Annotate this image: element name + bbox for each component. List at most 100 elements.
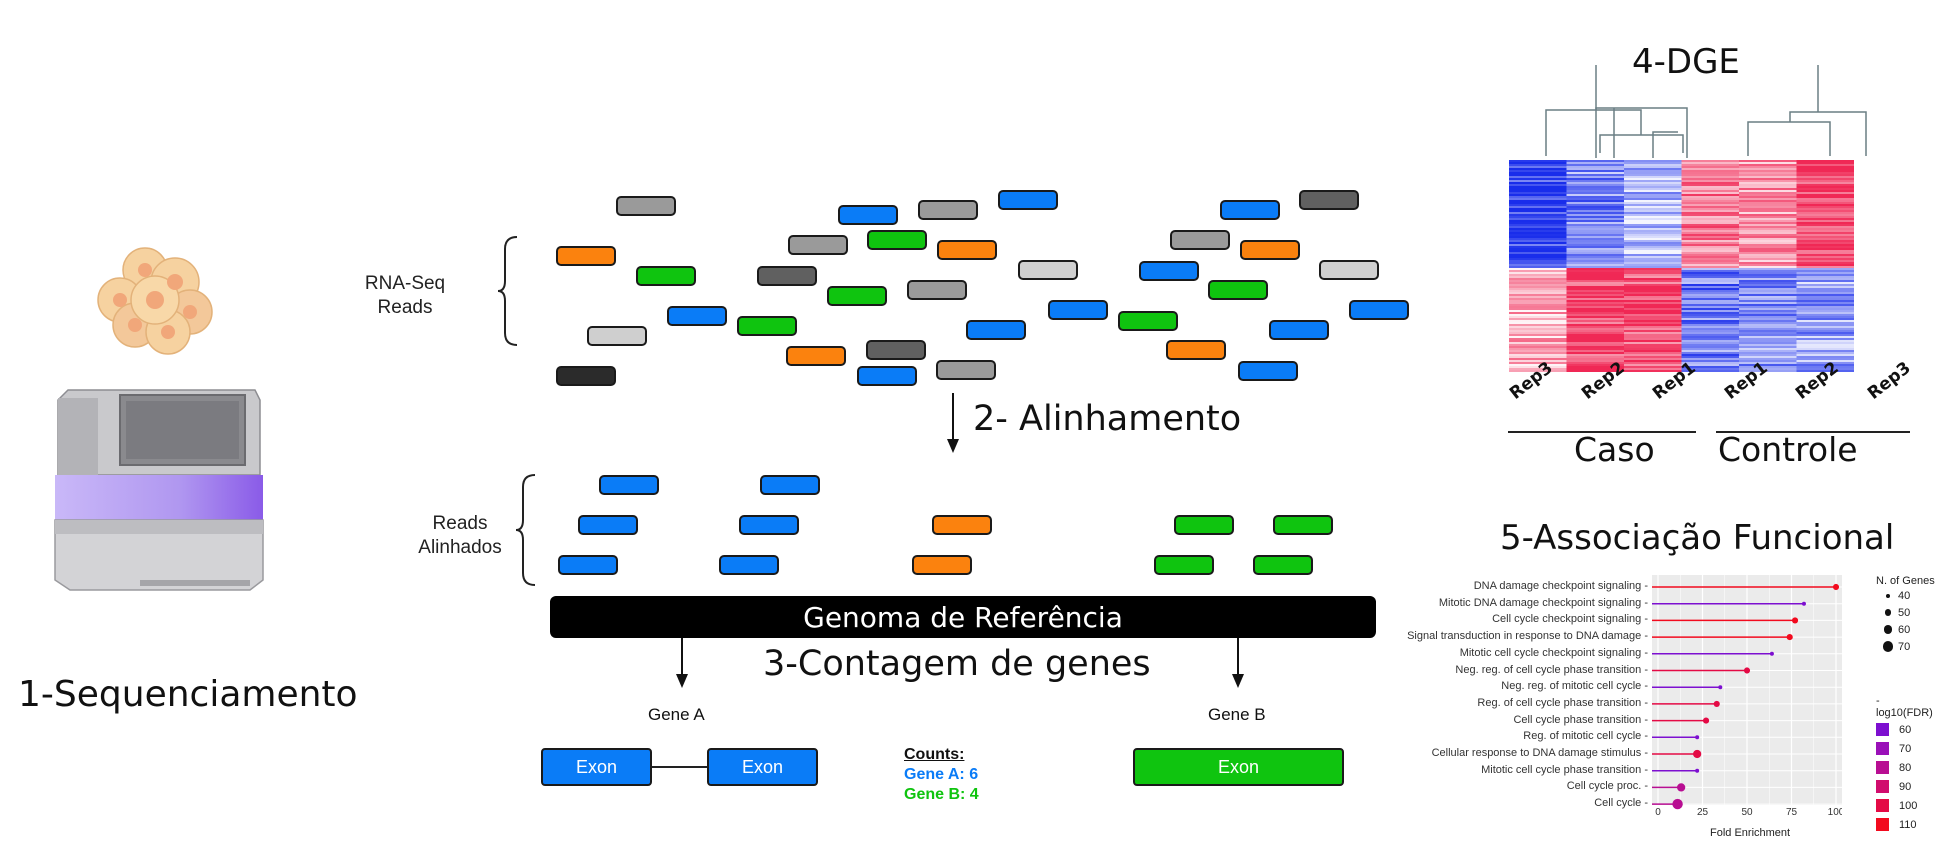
heatmap-cell — [1739, 310, 1797, 313]
heatmap-cell — [1739, 164, 1797, 167]
heatmap-cell — [1796, 336, 1854, 339]
heatmap-cell — [1796, 274, 1854, 277]
heatmap-cell — [1624, 310, 1682, 313]
term-label: Neg. reg. of mitotic cell cycle - — [1501, 680, 1648, 693]
heatmap-cell — [1681, 262, 1740, 265]
heatmap-cell — [1739, 194, 1797, 197]
heatmap-cell — [1796, 256, 1854, 259]
heatmap-cell — [1509, 188, 1567, 191]
heatmap-cell — [1796, 182, 1854, 185]
heatmap-cell — [1509, 228, 1567, 231]
heatmap-cell — [1681, 322, 1740, 325]
heatmap-cell — [1509, 368, 1567, 371]
heatmap-cell — [1566, 218, 1625, 221]
rnaseq-read — [786, 346, 846, 366]
heatmap-cell — [1509, 204, 1567, 207]
heatmap-cell — [1509, 308, 1567, 311]
heatmap-cell — [1624, 342, 1682, 345]
heatmap-cell — [1509, 282, 1567, 285]
heatmap-cell — [1681, 284, 1740, 287]
rnaseq-read — [616, 196, 676, 216]
heatmap-cell — [1681, 246, 1740, 249]
heatmap-cell — [1739, 340, 1797, 343]
heatmap-cell — [1739, 220, 1797, 223]
heatmap-cell — [1624, 284, 1682, 287]
color-legend-label: 90 — [1899, 780, 1912, 793]
heatmap-cell — [1509, 278, 1567, 281]
heatmap-cell — [1681, 248, 1740, 251]
heatmap-cell — [1509, 306, 1567, 309]
heatmap-cell — [1624, 324, 1682, 327]
heatmap-cell — [1566, 366, 1625, 369]
heatmap-cell — [1624, 270, 1682, 273]
heatmap-cell — [1681, 258, 1740, 261]
heatmap-cell — [1796, 362, 1854, 365]
heatmap-cell — [1624, 164, 1682, 167]
color-legend-swatch — [1876, 818, 1889, 831]
heatmap-cell — [1624, 264, 1682, 267]
rnaseq-read — [587, 326, 647, 346]
heatmap-cell — [1796, 358, 1854, 361]
heatmap-cell — [1739, 370, 1797, 372]
heatmap-cell — [1509, 172, 1567, 175]
rnaseq-read — [866, 340, 926, 360]
heatmap-cell — [1796, 342, 1854, 345]
heatmap-cell — [1509, 352, 1567, 355]
color-legend-label: 60 — [1899, 723, 1912, 736]
heatmap-cell — [1624, 320, 1682, 323]
heatmap-cell — [1509, 344, 1567, 347]
heatmap-cell — [1509, 262, 1567, 265]
heatmap-cell — [1739, 274, 1797, 277]
heatmap-cell — [1681, 224, 1740, 227]
heatmap-cell — [1509, 320, 1567, 323]
heatmap-cell — [1681, 184, 1740, 187]
heatmap-cell — [1566, 230, 1625, 233]
rnaseq-read — [1240, 240, 1300, 260]
heatmap-cell — [1681, 254, 1740, 257]
lollipop-point — [1677, 783, 1686, 792]
heatmap-cell — [1739, 350, 1797, 353]
heatmap-cell — [1624, 272, 1682, 275]
heatmap-cell — [1566, 352, 1625, 355]
rnaseq-read — [1139, 261, 1199, 281]
heatmap-cell — [1739, 170, 1797, 173]
heatmap-cell — [1796, 328, 1854, 331]
heatmap-cell — [1739, 326, 1797, 329]
heatmap-cell — [1681, 160, 1740, 163]
heatmap-cell — [1509, 362, 1567, 365]
heatmap-cell — [1739, 270, 1797, 273]
heatmap-cell — [1681, 344, 1740, 347]
lollipop-point — [1695, 768, 1700, 773]
heatmap-cell — [1796, 324, 1854, 327]
heatmap-cell — [1681, 250, 1740, 253]
heatmap-cell — [1796, 302, 1854, 305]
heatmap-cell — [1796, 202, 1854, 205]
heatmap-cell — [1566, 350, 1625, 353]
heatmap-cell — [1681, 294, 1740, 297]
heatmap-cell — [1681, 370, 1740, 372]
heatmap-cell — [1681, 334, 1740, 337]
heatmap-cell — [1796, 312, 1854, 315]
heatmap-cell — [1566, 314, 1625, 317]
heatmap-cell — [1796, 276, 1854, 279]
heatmap-cell — [1739, 302, 1797, 305]
heatmap-cell — [1566, 216, 1625, 219]
counts-box: Counts: Gene A: 6 Gene B: 4 — [904, 745, 979, 805]
heatmap-cell — [1509, 326, 1567, 329]
heatmap-cell — [1681, 174, 1740, 177]
heatmap-cell — [1624, 334, 1682, 337]
heatmap-cell — [1509, 366, 1567, 369]
heatmap-cell — [1681, 164, 1740, 167]
heatmap-cell — [1566, 176, 1625, 179]
heatmap-cell — [1681, 282, 1740, 285]
rnaseq-read — [936, 360, 996, 380]
rnaseq-read — [838, 205, 898, 225]
heatmap-cell — [1566, 266, 1625, 269]
heatmap-cell — [1681, 172, 1740, 175]
lollipop-point — [1672, 798, 1683, 810]
heatmap-cell — [1624, 316, 1682, 319]
sequencer-illustration — [50, 240, 280, 620]
aligned-read — [760, 475, 820, 495]
heatmap-cell — [1566, 276, 1625, 279]
color-legend-item: 110 — [1876, 816, 1936, 833]
